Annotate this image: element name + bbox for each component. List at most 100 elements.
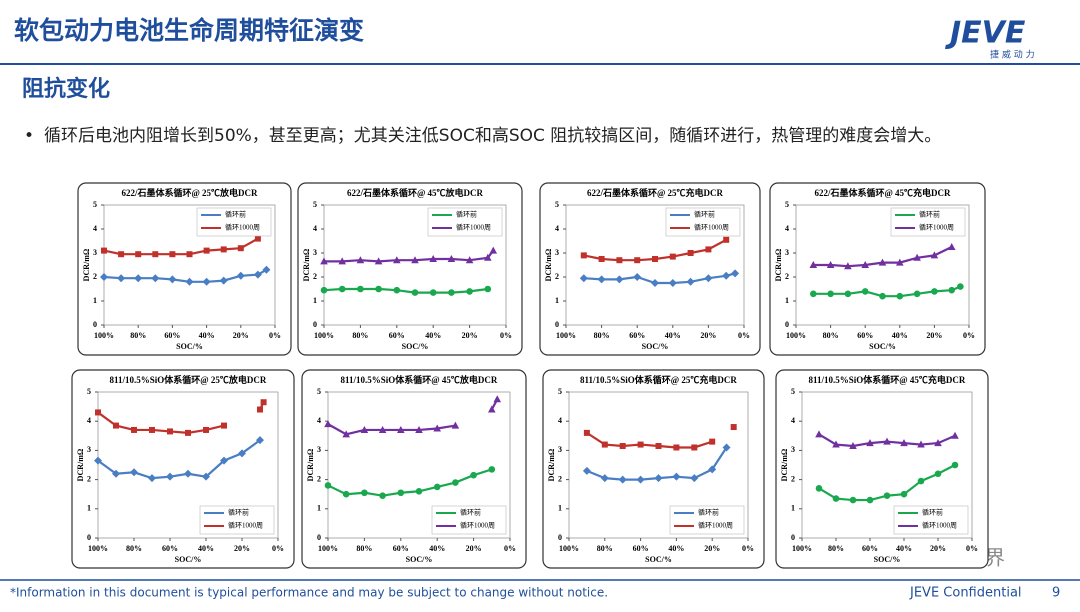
marker	[879, 292, 886, 300]
marker	[149, 426, 155, 433]
marker	[118, 251, 125, 258]
marker	[654, 474, 663, 483]
marker	[583, 429, 590, 436]
x-axis-label: SOC/%	[406, 555, 433, 564]
marker	[378, 425, 387, 433]
legend-label: 循环前	[922, 508, 943, 517]
marker	[203, 247, 210, 254]
marker	[324, 420, 332, 428]
y-axis-label: DCR/mΩ	[76, 448, 85, 481]
marker	[896, 258, 904, 266]
legend-box	[669, 505, 745, 535]
x-tick-label: 80%	[356, 544, 372, 553]
x-axis-label: SOC/%	[175, 555, 202, 564]
marker	[866, 439, 874, 447]
marker	[619, 443, 626, 450]
marker	[433, 483, 441, 491]
x-tick-label: 60%	[857, 331, 873, 340]
legend-label: 循环前	[225, 210, 246, 219]
x-axis-label: SOC/%	[176, 342, 203, 351]
x-tick-label: 40%	[199, 331, 215, 340]
marker	[826, 261, 835, 268]
marker	[722, 271, 731, 280]
marker	[415, 425, 423, 433]
x-tick-label: 60%	[162, 544, 178, 553]
marker	[930, 251, 939, 259]
marker	[691, 444, 698, 451]
plot-area	[801, 391, 973, 539]
series-line	[813, 285, 961, 298]
marker	[951, 461, 959, 469]
marker	[202, 472, 210, 481]
marker	[447, 255, 456, 262]
bullet-dot: •	[24, 126, 34, 146]
y-axis-label: DCR/mΩ	[544, 248, 553, 281]
x-tick-label: 100%	[786, 331, 806, 340]
x-tick-label: 20%	[462, 331, 478, 340]
marker	[633, 273, 642, 281]
y-tick-label: 4	[555, 224, 559, 233]
marker	[236, 271, 245, 280]
marker	[709, 438, 716, 445]
marker	[361, 489, 368, 497]
x-tick-label: 0%	[272, 544, 284, 553]
marker	[708, 465, 717, 474]
y-tick-label: 0	[93, 320, 97, 329]
marker	[849, 496, 857, 504]
series-line	[327, 468, 493, 497]
legend-box	[431, 505, 507, 535]
y-axis-label: DCR/mΩ	[82, 248, 91, 281]
y-axis-label: DCR/mΩ	[306, 448, 315, 481]
chart: 622/石墨体系循环@ 45℃充电DCR 0 1 2 3 4 5 100% 80% 60% 40% 2…	[769, 182, 986, 356]
y-tick-label: 3	[93, 248, 97, 257]
marker	[844, 262, 852, 270]
marker	[673, 444, 680, 451]
y-tick-label: 5	[555, 200, 559, 209]
x-tick-label: 20%	[234, 544, 250, 553]
marker	[411, 256, 419, 264]
y-tick-label: 5	[317, 387, 321, 396]
marker	[861, 288, 869, 295]
chart: 811/10.5%SiO体系循环@ 25℃充电DCR 0 1 2 3 4 5 100% 80% 6…	[542, 369, 765, 569]
x-tick-label: 0%	[742, 544, 754, 553]
marker	[466, 288, 473, 295]
marker	[913, 290, 921, 298]
x-tick-label: 80%	[130, 331, 146, 340]
x-tick-label: 40%	[425, 331, 441, 340]
marker	[690, 474, 699, 483]
marker	[221, 422, 227, 429]
marker	[238, 449, 246, 458]
legend-label: 循环前	[698, 508, 719, 517]
marker	[184, 469, 192, 478]
marker	[917, 477, 925, 485]
y-tick-label: 2	[785, 272, 789, 281]
marker	[810, 290, 817, 298]
y-axis-label: DCR/mΩ	[547, 448, 556, 481]
x-tick-label: 60%	[393, 544, 409, 553]
x-tick-label: 40%	[892, 331, 908, 340]
marker	[705, 246, 712, 253]
x-tick-label: 0%	[269, 331, 281, 340]
marker	[723, 236, 730, 243]
x-tick-label: 20%	[700, 331, 716, 340]
marker	[393, 256, 401, 264]
y-tick-label: 5	[313, 200, 317, 209]
marker	[809, 261, 818, 268]
marker	[931, 288, 938, 295]
series-line	[103, 237, 259, 256]
x-tick-label: 0%	[966, 544, 978, 553]
y-tick-label: 0	[555, 320, 559, 329]
y-tick-label: 3	[555, 248, 559, 257]
chart: 811/10.5%SiO体系循环@ 45℃充电DCR 0 1 2 3 4 5 100% 80% 6…	[775, 369, 989, 569]
series-line	[583, 272, 736, 285]
section-title: 阻抗变化	[22, 76, 110, 102]
marker	[320, 257, 328, 265]
chart-title: 622/石墨体系循环@ 25℃充电DCR	[587, 187, 724, 198]
marker	[957, 283, 964, 290]
y-tick-label: 0	[313, 320, 317, 329]
legend-box	[199, 505, 275, 535]
marker	[203, 426, 209, 433]
marker	[896, 292, 904, 300]
x-tick-label: 20%	[926, 331, 942, 340]
y-tick-label: 4	[93, 224, 97, 233]
